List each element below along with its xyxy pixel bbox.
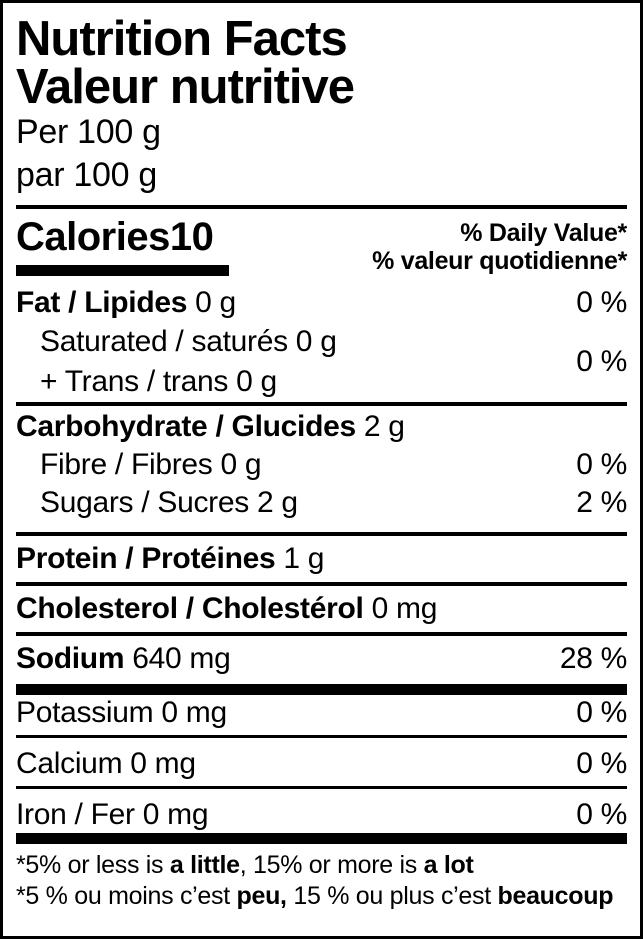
- footnotes: *5% or less is a little, 15% or more is …: [16, 850, 627, 912]
- carbohydrate-section-divider: [16, 532, 627, 536]
- sugars-daily-value: 2 %: [576, 486, 627, 519]
- calcium-daily-value: 0 %: [576, 747, 627, 780]
- calories-line: Calories10: [16, 217, 229, 257]
- footnote-en-a-little: a little: [169, 851, 240, 879]
- daily-value-header-french: % valeur quotidienne*: [372, 247, 627, 275]
- protein-label-group: Protein / Protéines 1 g: [16, 540, 324, 578]
- fibre-row: Fibre / Fibres 0 g 0 %: [16, 446, 627, 484]
- potassium-divider: [16, 735, 627, 738]
- fibre-daily-value: 0 %: [576, 448, 627, 481]
- sodium-name: Sodium: [16, 642, 125, 675]
- label-header: Nutrition Facts Valeur nutritive Per 100…: [16, 3, 627, 197]
- sodium-row: Sodium 640 mg 28 %: [16, 636, 627, 684]
- potassium-row: Potassium 0 mg 0 %: [16, 695, 627, 735]
- saturated-trans-lines: Saturated / saturés 0 g + Trans / trans …: [16, 322, 337, 402]
- sugars-name: Sugars / Sucres: [40, 486, 249, 519]
- daily-value-header: % Daily Value* % valeur quotidienne*: [372, 217, 627, 275]
- title-english: Nutrition Facts: [16, 12, 348, 66]
- cholesterol-label-group: Cholesterol / Cholestérol 0 mg: [16, 590, 437, 628]
- fibre-label-group: Fibre / Fibres 0 g: [16, 446, 262, 484]
- iron-label-group: Iron / Fer 0 mg: [16, 797, 209, 833]
- serving-size-french: par 100 g: [16, 156, 157, 194]
- saturated-trans-row: Saturated / saturés 0 g + Trans / trans …: [16, 322, 627, 402]
- footnote-en-mid: , 15% or more is: [239, 851, 424, 879]
- calcium-row: Calcium 0 mg 0 %: [16, 738, 627, 786]
- sugars-row: Sugars / Sucres 2 g 2 %: [16, 484, 627, 532]
- fat-name: Fat / Lipides: [16, 286, 188, 319]
- footnote-fr-beaucoup: beaucoup: [497, 882, 614, 910]
- title-french: Valeur nutritive: [16, 60, 355, 114]
- protein-row: Protein / Protéines 1 g: [16, 536, 627, 582]
- saturated-trans-daily-value: 0 %: [576, 345, 627, 378]
- calcium-divider: [16, 786, 627, 789]
- carbohydrate-label-group: Carbohydrate / Glucides 2 g: [16, 408, 405, 446]
- serving-size-english: Per 100 g: [16, 113, 161, 151]
- carbohydrate-name: Carbohydrate / Glucides: [16, 410, 356, 443]
- cholesterol-name: Cholesterol / Cholestérol: [16, 592, 364, 625]
- calcium-amount: 0 mg: [130, 747, 196, 780]
- carbohydrate-row: Carbohydrate / Glucides 2 g: [16, 406, 627, 446]
- sugars-label-group: Sugars / Sucres 2 g: [16, 484, 298, 522]
- footnote-en-a-lot: a lot: [423, 851, 474, 879]
- iron-row: Iron / Fer 0 mg 0 %: [16, 789, 627, 833]
- cholesterol-section-divider: [16, 632, 627, 636]
- iron-name: Iron / Fer: [16, 798, 135, 831]
- minerals-thick-divider: [16, 833, 627, 844]
- footnote-fr-peu: peu,: [236, 882, 288, 910]
- fat-daily-value: 0 %: [576, 286, 627, 319]
- protein-amount: 1 g: [283, 542, 325, 575]
- footnote-fr-pre: *5 % ou moins c’est: [16, 882, 237, 910]
- sodium-daily-value: 28 %: [559, 642, 627, 675]
- fat-section-divider: [16, 402, 627, 406]
- sugars-amount: 2 g: [256, 486, 298, 519]
- header-divider: [16, 205, 627, 209]
- fibre-amount: 0 g: [220, 448, 262, 481]
- cholesterol-amount: 0 mg: [371, 592, 438, 625]
- calories-section: Calories10 % Daily Value* % valeur quoti…: [16, 217, 627, 276]
- fat-label-group: Fat / Lipides 0 g: [16, 284, 236, 322]
- carbohydrate-amount: 2 g: [363, 410, 405, 443]
- sodium-label-group: Sodium 640 mg: [16, 640, 231, 678]
- potassium-name: Potassium: [16, 696, 154, 729]
- daily-value-header-english: % Daily Value*: [460, 219, 627, 247]
- iron-amount: 0 mg: [142, 798, 209, 831]
- potassium-daily-value: 0 %: [576, 696, 627, 729]
- footnote-french: *5 % ou moins c’est peu, 15 % ou plus c’…: [16, 881, 627, 912]
- footnote-english: *5% or less is a little, 15% or more is …: [16, 850, 627, 881]
- iron-daily-value: 0 %: [576, 798, 627, 831]
- fat-amount: 0 g: [195, 286, 236, 319]
- saturated-line: Saturated / saturés 0 g: [40, 325, 337, 358]
- potassium-label-group: Potassium 0 mg: [16, 695, 227, 731]
- sodium-amount: 640 mg: [132, 642, 231, 675]
- footnote-fr-mid: 15 % ou plus c’est: [286, 882, 498, 910]
- footnote-en-pre: *5% or less is: [16, 851, 170, 879]
- calories-underline: [16, 265, 229, 276]
- calories-label: Calories: [16, 215, 170, 259]
- fibre-name: Fibre / Fibres: [40, 448, 213, 481]
- calories-value: 10: [169, 215, 214, 259]
- trans-line: + Trans / trans 0 g: [40, 365, 277, 398]
- protein-section-divider: [16, 582, 627, 586]
- fat-row: Fat / Lipides 0 g 0 %: [16, 284, 627, 322]
- protein-name: Protein / Protéines: [16, 542, 276, 575]
- calcium-label-group: Calcium 0 mg: [16, 746, 196, 782]
- potassium-amount: 0 mg: [161, 696, 227, 729]
- sodium-thick-divider: [16, 684, 627, 695]
- calcium-name: Calcium: [16, 747, 123, 780]
- calories-block: Calories10: [16, 217, 229, 276]
- cholesterol-row: Cholesterol / Cholestérol 0 mg: [16, 586, 627, 632]
